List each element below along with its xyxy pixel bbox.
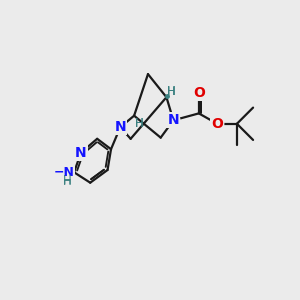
- Text: N: N: [114, 120, 126, 134]
- Text: N: N: [75, 146, 87, 160]
- Text: H: H: [167, 85, 176, 98]
- Circle shape: [114, 121, 127, 134]
- Circle shape: [74, 146, 88, 159]
- Text: O: O: [211, 117, 223, 131]
- Text: H: H: [167, 85, 176, 98]
- Circle shape: [167, 114, 180, 127]
- Text: O: O: [193, 85, 205, 100]
- Text: H: H: [135, 117, 144, 130]
- Circle shape: [192, 86, 205, 99]
- Text: O: O: [193, 85, 205, 100]
- Text: −N: −N: [53, 167, 74, 180]
- Text: H: H: [135, 117, 144, 130]
- Text: N: N: [168, 113, 179, 127]
- Text: N: N: [75, 146, 87, 160]
- Text: H: H: [167, 87, 175, 97]
- Text: H: H: [63, 174, 72, 187]
- Text: H: H: [63, 175, 72, 188]
- Text: O: O: [211, 117, 223, 131]
- Text: N: N: [168, 113, 179, 127]
- Text: N: N: [114, 120, 126, 134]
- Text: −N: −N: [53, 166, 74, 179]
- Circle shape: [211, 117, 224, 130]
